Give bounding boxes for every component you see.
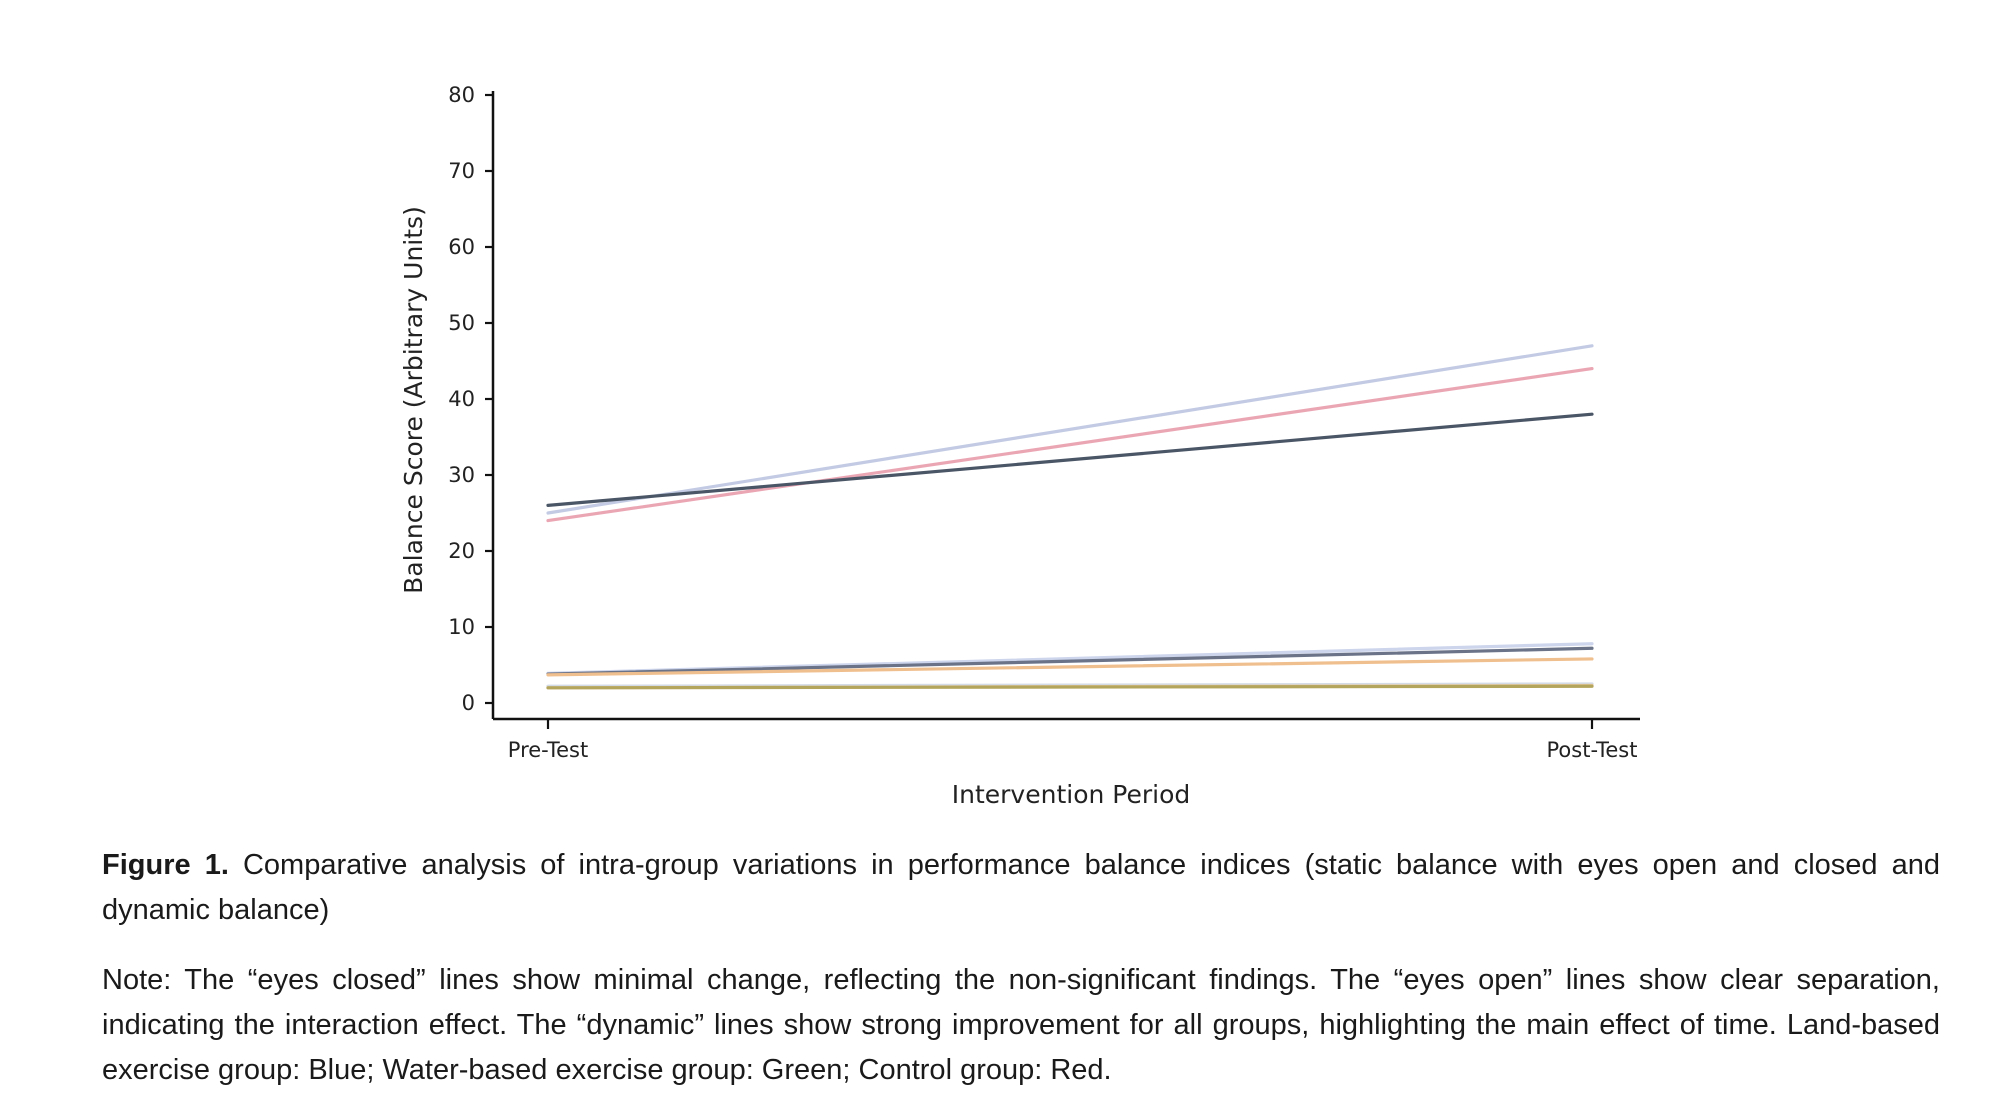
plot-lines (546, 344, 1594, 690)
y-tick-label: 40 (448, 387, 475, 411)
series-line-2 (546, 367, 1594, 523)
series-line-6 (546, 657, 1594, 677)
x-tick-label: Post-Test (1547, 738, 1638, 762)
y-tick-label: 50 (448, 311, 475, 335)
figure-note: Note: The “eyes closed” lines show minim… (102, 964, 1940, 1086)
series-line-3 (546, 412, 1594, 507)
series-line-1 (546, 344, 1594, 515)
y-tick-label: 80 (448, 83, 475, 107)
figure-label: Figure 1. (102, 849, 229, 881)
y-tick-label: 20 (448, 539, 475, 563)
series-line-9 (546, 684, 1594, 690)
y-axis-title: Balance Score (Arbitrary Units) (399, 206, 428, 594)
y-tick-label: 60 (448, 235, 475, 259)
figure-caption-text: Comparative analysis of intra-group vari… (102, 849, 1941, 926)
y-tick-label: 70 (448, 159, 475, 183)
y-tick-label: 0 (462, 691, 475, 715)
x-tick-label: Pre-Test (508, 738, 588, 762)
axes: 0 10 20 30 40 50 60 70 80 Pre-Test Post-Test (448, 83, 1640, 762)
chart-area: 0 10 20 30 40 50 60 70 80 Pre-Test Post-Test Inter… (399, 83, 1640, 809)
line-chart: 0 10 20 30 40 50 60 70 80 Pre-Test Post-Test Inter… (399, 83, 1640, 809)
y-tick-label: 10 (448, 615, 475, 639)
y-tick-label: 30 (448, 463, 475, 487)
figure-caption: Figure 1. Comparative analysis of intra-… (102, 843, 1940, 933)
x-axis-title: Intervention Period (952, 780, 1191, 809)
series-line-5 (546, 646, 1594, 676)
